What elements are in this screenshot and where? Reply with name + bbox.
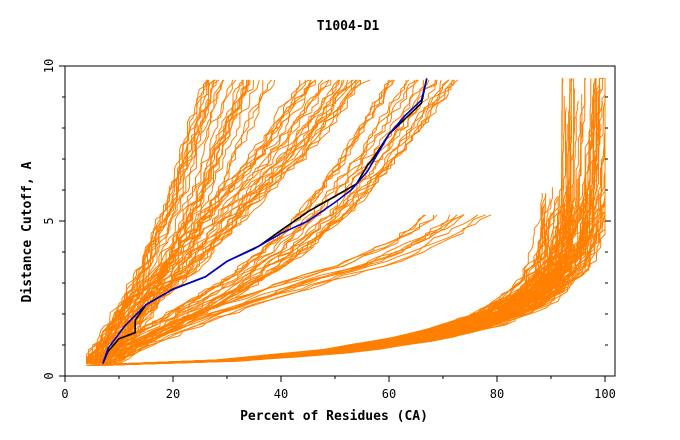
model-curves [86,77,606,366]
model-curve [108,214,486,365]
x-tick-label: 80 [490,387,504,401]
model-curve [102,214,479,364]
x-tick-label: 40 [274,387,288,401]
x-tick-label: 0 [61,387,68,401]
highlight-curve-black [102,78,428,364]
model-curve [99,79,410,364]
x-tick-label: 20 [166,387,180,401]
model-curve [110,209,589,366]
y-axis-label: Distance Cutoff, A [20,161,35,302]
model-curve [92,79,345,364]
y-tick-label: 0 [42,372,56,379]
model-curve [86,79,225,365]
model-curve [86,79,316,364]
model-curve [86,79,306,364]
model-curve [97,78,600,366]
model-curve [96,94,606,366]
axis-ticks: 0 20 40 60 80 100 0 5 10 [42,59,616,401]
x-axis-label: Percent of Residues (CA) [240,409,428,424]
model-curve [96,79,354,364]
x-tick-label: 60 [382,387,396,401]
model-curve [103,79,415,364]
model-curve [99,219,572,366]
highlight-curves [102,78,428,364]
model-curve [104,79,436,365]
model-curve [96,214,465,364]
y-tick-label: 10 [42,59,56,73]
model-curve [90,79,330,365]
model-curve [86,78,571,366]
model-curve [103,115,606,366]
model-curve [120,79,455,364]
model-curve [99,79,244,364]
y-tick-label: 5 [42,217,56,224]
model-curve [86,79,310,364]
model-curve [88,79,394,365]
model-curve [88,79,389,365]
model-curve [90,77,563,366]
model-curve [86,79,332,365]
model-curve [88,78,596,366]
model-curve [100,79,371,365]
model-curve [94,229,568,366]
model-curve [102,79,419,364]
model-curve [97,88,602,366]
model-curve [89,79,341,365]
model-curve [106,114,606,366]
x-tick-label: 100 [594,387,616,401]
model-curve [107,214,492,364]
model-curve [103,79,424,365]
model-curve [103,79,361,364]
model-curve [86,121,582,366]
model-curve [86,79,324,364]
chart-title: T1004-D1 [317,19,380,34]
model-curve [86,77,586,366]
model-curve [100,79,361,364]
model-curve [95,103,594,366]
highlight-curve-blue [102,78,428,364]
model-curve [86,214,427,365]
model-curve [86,78,592,366]
model-curve [113,79,264,364]
